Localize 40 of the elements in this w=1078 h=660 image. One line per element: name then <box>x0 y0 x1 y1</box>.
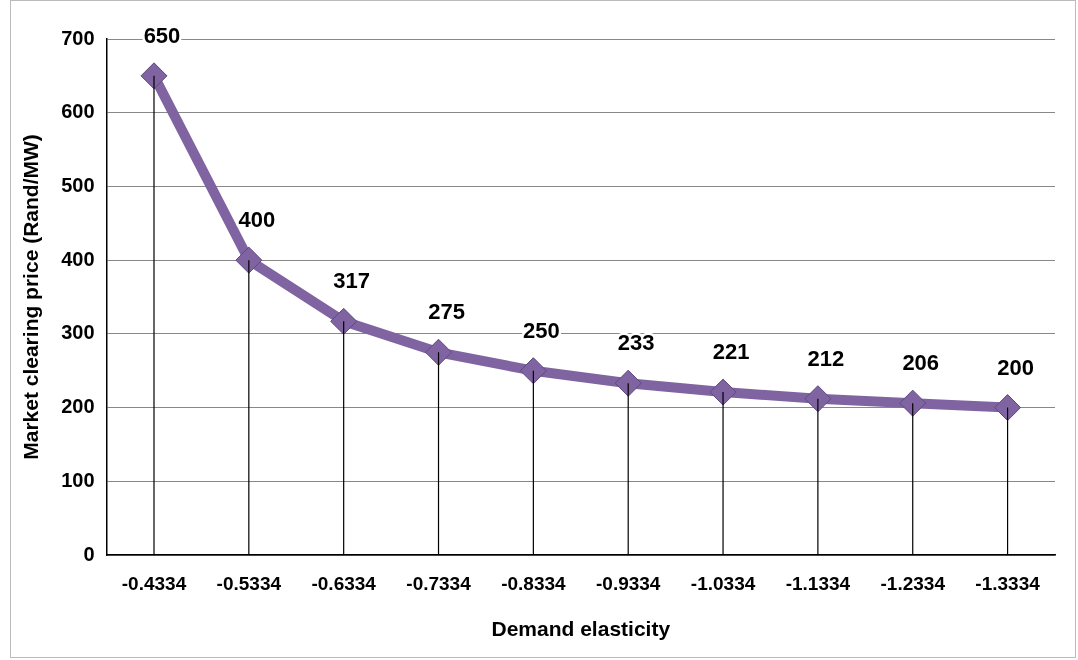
x-tick-label: -0.7334 <box>406 572 472 594</box>
data-label: 221 <box>712 339 750 365</box>
x-tick-label: -1.3334 <box>975 572 1041 594</box>
point <box>994 394 1022 422</box>
y-tick-label: 500 <box>61 173 95 196</box>
point <box>804 385 832 413</box>
data-label: 233 <box>617 330 655 356</box>
data-label: 250 <box>523 317 560 343</box>
y-tick-label: 700 <box>61 26 95 49</box>
x-tick-label: -1.1334 <box>785 572 851 594</box>
x-tick-label: -1.0334 <box>690 572 756 594</box>
point <box>709 378 737 406</box>
data-label: 275 <box>428 299 465 325</box>
point <box>425 338 453 366</box>
y-tick-label: 600 <box>61 100 95 123</box>
point <box>614 369 642 397</box>
data-label: 200 <box>997 354 1034 380</box>
y-tick-label: 200 <box>61 395 95 418</box>
x-axis-title: Demand elasticity <box>491 617 671 641</box>
x-tick-label: -0.4334 <box>121 572 187 594</box>
y-tick-label: 400 <box>61 247 95 270</box>
data-label: 650 <box>143 22 181 48</box>
y-tick-label: 100 <box>61 468 95 491</box>
point <box>235 246 263 274</box>
x-tick-label: -1.2334 <box>880 572 946 594</box>
x-tick-label: -0.8334 <box>501 572 567 594</box>
x-tick-label: -0.5334 <box>216 572 282 594</box>
point <box>330 307 358 335</box>
point <box>899 389 927 417</box>
x-tick-label: -0.9334 <box>595 572 661 594</box>
x-tick-label: -0.6334 <box>311 572 377 594</box>
y-axis-title: Market clearing price (Rand/MW) <box>19 134 43 460</box>
y-tick-label: 300 <box>61 321 95 344</box>
data-label: 212 <box>807 345 845 371</box>
data-label: 400 <box>238 207 276 233</box>
point <box>140 62 168 90</box>
data-label: 206 <box>902 350 940 376</box>
point <box>519 357 547 385</box>
data-label: 317 <box>333 268 371 294</box>
y-tick-label: 0 <box>83 542 95 565</box>
